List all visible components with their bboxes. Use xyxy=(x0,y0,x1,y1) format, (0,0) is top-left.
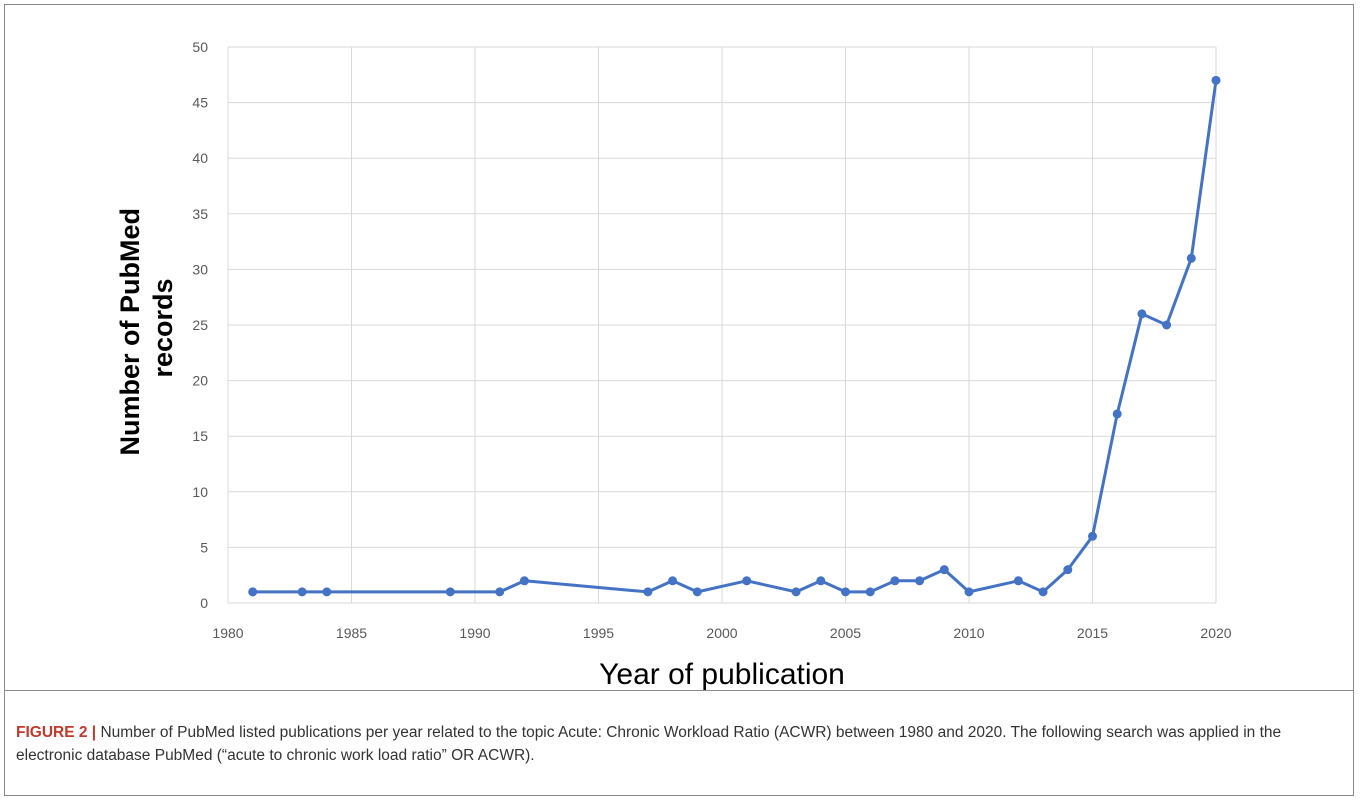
y-tick-label: 40 xyxy=(192,150,208,166)
data-point xyxy=(915,576,925,586)
x-tick-label: 1990 xyxy=(459,625,490,641)
data-point xyxy=(692,587,702,597)
x-tick-label: 2015 xyxy=(1077,625,1108,641)
y-axis-label-line-2: records xyxy=(148,278,178,377)
data-point xyxy=(1013,576,1023,586)
figure-label: FIGURE 2 | xyxy=(16,724,97,741)
x-tick-label: 2020 xyxy=(1200,625,1231,641)
data-point xyxy=(445,587,455,597)
y-tick-label: 20 xyxy=(192,373,208,389)
chart-grid xyxy=(227,46,1217,604)
data-point xyxy=(816,576,826,586)
data-point xyxy=(964,587,974,597)
y-axis-label: Number of PubMed records xyxy=(115,200,178,455)
y-tick-label: 45 xyxy=(192,95,208,111)
y-axis-ticks: 0 5 10 15 20 25 30 35 40 45 50 xyxy=(192,39,208,611)
x-tick-label: 1995 xyxy=(583,625,614,641)
figure-caption: FIGURE 2 | Number of PubMed listed publi… xyxy=(16,721,1336,767)
data-point xyxy=(1162,320,1172,330)
chart-series xyxy=(248,75,1221,597)
y-tick-label: 50 xyxy=(192,39,208,55)
data-point xyxy=(248,587,258,597)
y-tick-label: 10 xyxy=(192,484,208,500)
y-tick-label: 5 xyxy=(200,539,208,555)
data-point xyxy=(1038,587,1048,597)
data-point xyxy=(1063,565,1073,575)
series-line xyxy=(252,80,1218,594)
x-axis-ticks: 1980 1985 1990 1995 2000 2005 2010 2015 2020 xyxy=(212,625,1231,641)
data-point xyxy=(791,587,801,597)
data-point xyxy=(643,587,653,597)
y-tick-label: 25 xyxy=(192,317,208,333)
data-point xyxy=(865,587,875,597)
caption-divider xyxy=(4,690,1354,691)
data-point xyxy=(1211,75,1221,85)
x-tick-label: 2005 xyxy=(830,625,861,641)
data-point xyxy=(668,576,678,586)
data-point xyxy=(1137,309,1147,319)
data-point xyxy=(322,587,332,597)
x-tick-label: 2010 xyxy=(953,625,984,641)
data-point xyxy=(1186,253,1196,263)
y-tick-label: 0 xyxy=(200,595,208,611)
data-point xyxy=(519,576,529,586)
data-point xyxy=(1088,531,1097,541)
data-point xyxy=(742,576,752,586)
y-tick-label: 15 xyxy=(192,428,208,444)
data-point xyxy=(890,576,900,586)
x-axis-label: Year of publication xyxy=(599,658,845,690)
y-tick-label: 35 xyxy=(192,206,208,222)
x-tick-label: 2000 xyxy=(706,625,737,641)
x-tick-label: 1985 xyxy=(336,625,367,641)
data-point xyxy=(939,565,949,575)
x-tick-label: 1980 xyxy=(212,625,243,641)
y-axis-label-line-1: Number of PubMed xyxy=(115,208,145,456)
data-point xyxy=(495,587,505,597)
data-point xyxy=(841,587,850,597)
y-tick-label: 30 xyxy=(192,261,208,277)
data-point xyxy=(297,587,307,597)
data-point xyxy=(1112,409,1122,419)
figure-frame xyxy=(4,4,1354,796)
caption-text: Number of PubMed listed publications per… xyxy=(16,724,1282,764)
line-chart: 0 5 10 15 20 25 30 35 40 45 50 1980 1985 1990 1995 200… xyxy=(115,39,1232,690)
